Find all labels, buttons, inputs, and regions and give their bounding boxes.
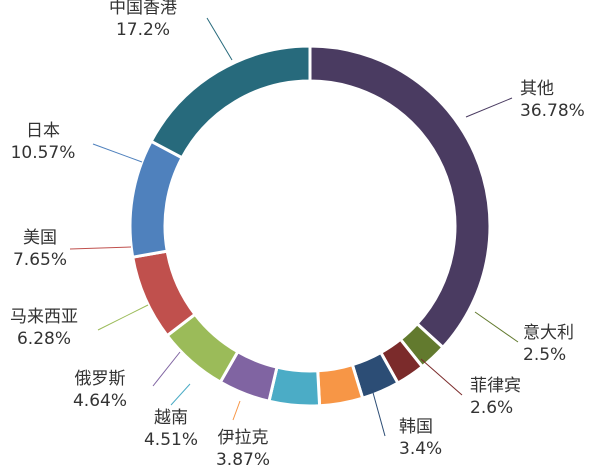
slice-percent-1: 2.5% bbox=[523, 345, 566, 365]
slice-name-2: 菲律宾 bbox=[470, 376, 521, 396]
slice-percent-3: 3.4% bbox=[399, 439, 442, 459]
leader-line-7 bbox=[97, 304, 149, 331]
slice-label-5: 越南 4.51% bbox=[144, 408, 198, 450]
slice-name-0: 其他 bbox=[520, 79, 554, 99]
slice-9 bbox=[128, 139, 185, 259]
slice-label-9: 日本 10.57% bbox=[11, 121, 76, 163]
slice-name-9: 日本 bbox=[26, 121, 60, 141]
leader-line-1 bbox=[474, 311, 519, 343]
slice-8 bbox=[130, 249, 198, 338]
leader-line-3 bbox=[371, 388, 386, 437]
leader-line-4 bbox=[232, 400, 241, 421]
leader-line-0 bbox=[465, 97, 513, 118]
slice-labels: 其他 36.78%意大利 2.5%菲律宾 2.6%韩国 3.4%伊拉克 3.87%越南 4.… bbox=[10, 0, 585, 470]
leader-line-5 bbox=[170, 383, 191, 406]
slice-percent-8: 7.65% bbox=[13, 250, 67, 270]
leader-line-9 bbox=[92, 143, 143, 163]
slice-label-1: 意大利 2.5% bbox=[523, 323, 574, 365]
slice-label-4: 伊拉克 3.87% bbox=[216, 428, 270, 470]
donut-slices bbox=[128, 44, 492, 408]
leader-line-8 bbox=[69, 246, 132, 250]
slice-name-7: 马来西亚 bbox=[10, 307, 78, 327]
leader-line-6 bbox=[152, 351, 181, 387]
slice-percent-5: 4.51% bbox=[144, 430, 198, 450]
slice-percent-10: 17.2% bbox=[116, 20, 170, 40]
slice-label-8: 美国 7.65% bbox=[13, 228, 67, 270]
slice-label-2: 菲律宾 2.6% bbox=[470, 376, 521, 418]
slice-percent-0: 36.78% bbox=[520, 101, 585, 121]
slice-percent-9: 10.57% bbox=[11, 143, 76, 163]
slice-percent-2: 2.6% bbox=[470, 398, 513, 418]
slice-name-6: 俄罗斯 bbox=[75, 369, 126, 389]
leader-lines bbox=[69, 17, 519, 437]
slice-name-3: 韩国 bbox=[399, 417, 433, 437]
slice-label-10: 中国香港 17.2% bbox=[109, 0, 177, 40]
slice-percent-7: 6.28% bbox=[17, 329, 71, 349]
slice-name-10: 中国香港 bbox=[109, 0, 177, 18]
slice-label-6: 俄罗斯 4.64% bbox=[73, 369, 127, 411]
leader-line-2 bbox=[420, 358, 463, 396]
slice-label-7: 马来西亚 6.28% bbox=[10, 307, 78, 349]
slice-name-4: 伊拉克 bbox=[218, 428, 269, 448]
slice-name-1: 意大利 bbox=[523, 323, 574, 343]
slice-name-5: 越南 bbox=[154, 408, 188, 428]
slice-percent-6: 4.64% bbox=[73, 391, 127, 411]
slice-0 bbox=[308, 44, 492, 350]
slice-label-3: 韩国 3.4% bbox=[399, 417, 442, 459]
slice-10 bbox=[149, 44, 312, 160]
slice-label-0: 其他 36.78% bbox=[520, 79, 585, 121]
slice-percent-4: 3.87% bbox=[216, 450, 270, 470]
slice-name-8: 美国 bbox=[23, 228, 57, 248]
leader-line-10 bbox=[206, 17, 233, 61]
